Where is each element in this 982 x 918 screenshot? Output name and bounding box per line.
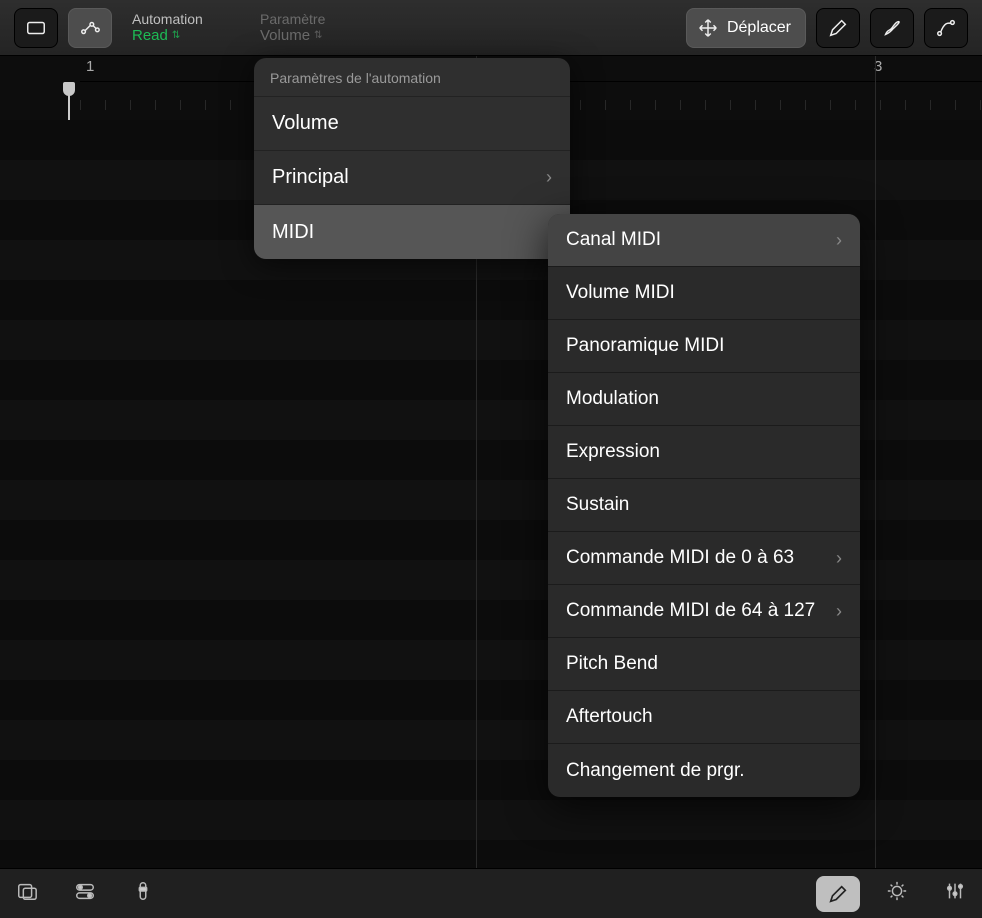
menu-item-midi[interactable]: MIDI bbox=[254, 205, 570, 259]
curve-icon bbox=[935, 17, 957, 39]
menu-item-volume[interactable]: Volume bbox=[254, 97, 570, 151]
brightness-icon[interactable] bbox=[886, 880, 908, 907]
submenu-item-sustain[interactable]: Sustain bbox=[548, 479, 860, 532]
submenu-item-label: Sustain bbox=[566, 494, 629, 516]
submenu-item-label: Commande MIDI de 64 à 127 bbox=[566, 600, 815, 622]
submenu-item-label: Expression bbox=[566, 441, 660, 463]
toggle-icon[interactable] bbox=[74, 880, 96, 907]
move-icon bbox=[697, 17, 719, 39]
submenu-item-cc-0-63[interactable]: Commande MIDI de 0 à 63 › bbox=[548, 532, 860, 585]
submenu-item-canal-midi[interactable]: Canal MIDI › bbox=[548, 214, 860, 267]
pencil-tool-button[interactable] bbox=[816, 8, 860, 48]
brush-icon bbox=[881, 17, 903, 39]
pencil-icon bbox=[827, 17, 849, 39]
submenu-item-label: Commande MIDI de 0 à 63 bbox=[566, 547, 794, 569]
region-view-button[interactable] bbox=[14, 8, 58, 48]
move-button-label: Déplacer bbox=[727, 19, 791, 37]
submenu-item-label: Canal MIDI bbox=[566, 229, 661, 251]
submenu-item-volume-midi[interactable]: Volume MIDI bbox=[548, 267, 860, 320]
submenu-item-program-change[interactable]: Changement de prgr. bbox=[548, 744, 860, 797]
midi-submenu: Canal MIDI › Volume MIDI Panoramique MID… bbox=[548, 214, 860, 797]
submenu-item-panoramique-midi[interactable]: Panoramique MIDI bbox=[548, 320, 860, 373]
automation-view-button[interactable] bbox=[68, 8, 112, 48]
submenu-item-label: Panoramique MIDI bbox=[566, 335, 724, 357]
submenu-item-label: Changement de prgr. bbox=[566, 760, 745, 782]
automation-mode-value[interactable]: Read ⇅ bbox=[132, 27, 232, 44]
menu-item-label: Principal bbox=[272, 166, 349, 189]
menu-item-principal[interactable]: Principal › bbox=[254, 151, 570, 205]
brush-tool-button[interactable] bbox=[870, 8, 914, 48]
automation-parameter-menu: Paramètres de l'automation Volume Princi… bbox=[254, 58, 570, 259]
submenu-item-label: Volume MIDI bbox=[566, 282, 675, 304]
move-button[interactable]: Déplacer bbox=[686, 8, 806, 48]
chevron-right-icon: › bbox=[546, 167, 552, 188]
pencil-mode-button[interactable] bbox=[816, 876, 860, 912]
top-toolbar: Automation Read ⇅ Paramètre Volume ⇅ Dép… bbox=[0, 0, 982, 56]
chevron-right-icon: › bbox=[836, 230, 842, 251]
fader-icon[interactable] bbox=[132, 880, 154, 907]
parameter-label: Paramètre bbox=[260, 11, 360, 27]
submenu-item-aftertouch[interactable]: Aftertouch bbox=[548, 691, 860, 744]
submenu-item-label: Aftertouch bbox=[566, 706, 653, 728]
menu-header: Paramètres de l'automation bbox=[254, 58, 570, 97]
curve-tool-button[interactable] bbox=[924, 8, 968, 48]
submenu-item-expression[interactable]: Expression bbox=[548, 426, 860, 479]
gridline bbox=[875, 56, 876, 868]
parameter-value[interactable]: Volume ⇅ bbox=[260, 27, 360, 44]
chevron-right-icon: › bbox=[836, 601, 842, 622]
menu-item-label: Volume bbox=[272, 112, 339, 135]
submenu-item-cc-64-127[interactable]: Commande MIDI de 64 à 127 › bbox=[548, 585, 860, 638]
library-icon[interactable] bbox=[16, 880, 38, 907]
ruler-mark: 1 bbox=[86, 58, 94, 75]
bottom-toolbar bbox=[0, 868, 982, 918]
chevron-right-icon: › bbox=[836, 548, 842, 569]
pencil-icon bbox=[827, 883, 849, 905]
submenu-item-pitch-bend[interactable]: Pitch Bend bbox=[548, 638, 860, 691]
submenu-item-modulation[interactable]: Modulation bbox=[548, 373, 860, 426]
menu-item-label: MIDI bbox=[272, 221, 314, 244]
automation-mode-label: Automation bbox=[132, 11, 232, 27]
submenu-item-label: Modulation bbox=[566, 388, 659, 410]
submenu-item-label: Pitch Bend bbox=[566, 653, 658, 675]
sliders-icon[interactable] bbox=[944, 880, 966, 907]
